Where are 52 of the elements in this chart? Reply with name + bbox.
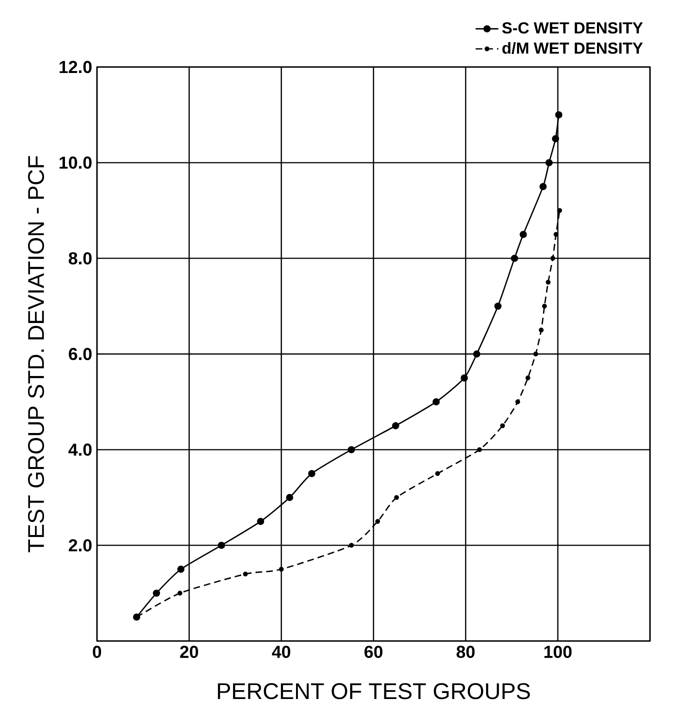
- point: [500, 423, 505, 428]
- legend-label: d/M WET DENSITY: [502, 42, 643, 54]
- point: [520, 230, 527, 238]
- point: [348, 446, 355, 454]
- x-tick-label: 20: [180, 646, 198, 658]
- x-tick-label: 60: [364, 646, 382, 658]
- point: [375, 519, 380, 524]
- point: [460, 374, 468, 382]
- point: [278, 566, 284, 572]
- legend-label: S-C WET DENSITY: [502, 22, 643, 34]
- point: [555, 111, 562, 118]
- point: [435, 471, 440, 476]
- point: [550, 256, 556, 261]
- point: [545, 159, 553, 166]
- point: [152, 590, 160, 597]
- point: [242, 572, 248, 576]
- y-tick-label: 2.0: [68, 539, 92, 552]
- x-tick-label: 100: [544, 646, 572, 658]
- point: [554, 232, 558, 237]
- x-tick-label: 0: [92, 646, 102, 658]
- point: [286, 494, 294, 502]
- x-axis-title: PERCENT OF TEST GROUPS: [218, 683, 530, 700]
- point: [494, 302, 502, 310]
- point: [256, 518, 264, 526]
- y-axis-title: TEST GROUP STD. DEVIATION - PCF: [28, 156, 44, 552]
- y-tick-label: 6.0: [68, 348, 92, 360]
- y-tick-label: 10.0: [60, 156, 92, 169]
- y-tick-label: 4.0: [68, 444, 92, 456]
- point: [218, 542, 226, 549]
- x-tick-label: 80: [456, 646, 475, 658]
- point: [348, 542, 354, 548]
- point: [432, 398, 440, 406]
- x-tick-label: 40: [272, 646, 290, 658]
- point: [557, 208, 562, 213]
- point: [510, 254, 518, 262]
- point: [546, 280, 551, 285]
- point: [525, 376, 530, 380]
- point: [473, 350, 480, 358]
- point: [392, 422, 400, 430]
- point: [542, 304, 547, 309]
- point: [394, 495, 399, 500]
- point: [177, 566, 184, 573]
- y-tick-label: 8.0: [68, 252, 92, 264]
- point: [533, 352, 538, 356]
- point: [538, 328, 544, 332]
- y-tick-label: 12.0: [60, 60, 92, 74]
- point: [477, 447, 482, 452]
- point: [178, 590, 182, 596]
- point: [515, 399, 520, 404]
- point: [308, 470, 316, 478]
- point: [552, 135, 560, 142]
- point: [539, 182, 547, 190]
